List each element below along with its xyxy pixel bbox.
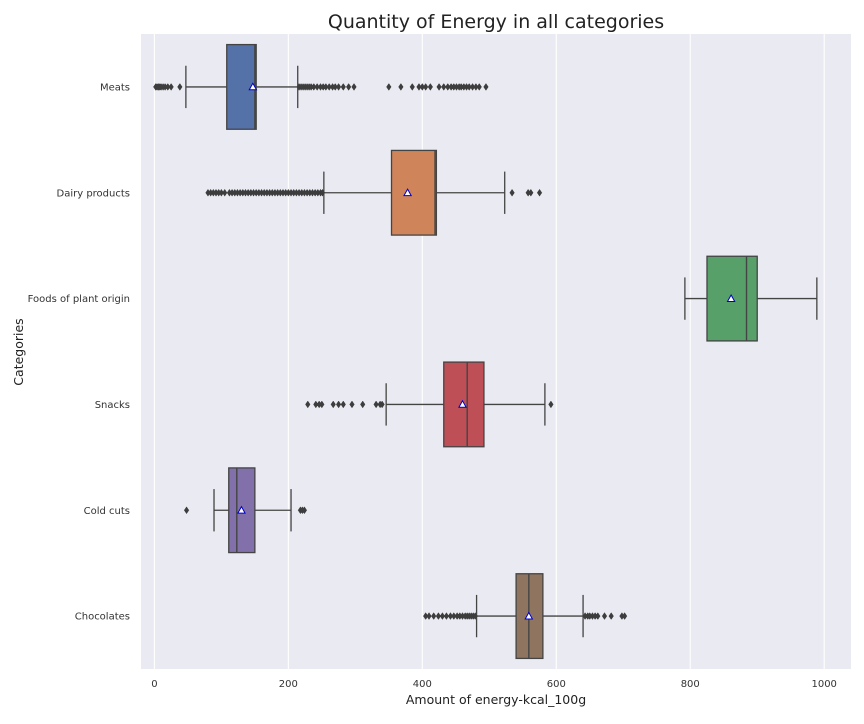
outlier-point [379, 400, 385, 409]
outlier-point [349, 400, 355, 409]
outlier-point [536, 188, 543, 197]
box-series [153, 43, 818, 660]
outlier-point [168, 83, 174, 91]
y-tick-label: Cold cuts [84, 506, 130, 517]
mean-marker [237, 505, 246, 514]
y-axis-label: Categories [11, 318, 26, 385]
outlier-point [439, 612, 446, 620]
mean-marker [524, 611, 534, 620]
outlier-point [340, 400, 346, 409]
outlier-point [601, 612, 608, 620]
outlier-point [301, 506, 308, 515]
outlier-point [330, 400, 336, 409]
outlier-point [476, 83, 482, 91]
outlier-point [622, 612, 628, 620]
outlier-point [427, 83, 433, 91]
y-tick-label: Chocolates [75, 612, 130, 623]
chart-title: Quantity of Energy in all categories [328, 11, 664, 33]
box-group [183, 467, 308, 554]
outlier-point [595, 612, 601, 620]
outlier-point [373, 400, 379, 409]
outlier-point [335, 400, 342, 409]
outlier-point [409, 83, 415, 91]
y-tick-label: Meats [100, 82, 130, 93]
x-tick-label: 600 [547, 679, 566, 690]
outlier-point [319, 188, 326, 197]
grid-lines [153, 34, 825, 669]
outlier-point [340, 83, 346, 91]
outlier-point [548, 400, 554, 409]
outlier-point [509, 188, 515, 197]
x-tick-label: 400 [413, 679, 432, 690]
y-tick-label: Dairy products [57, 188, 131, 199]
outlier-point [426, 612, 432, 620]
outlier-point [351, 83, 357, 91]
box-group [423, 573, 628, 660]
outlier-point [436, 83, 442, 91]
x-tick-label: 200 [279, 679, 298, 690]
outlier-point [528, 188, 534, 197]
mean-marker [458, 399, 467, 408]
outlier-point [335, 83, 342, 91]
box-group [684, 255, 818, 342]
x-tick-label: 0 [151, 679, 157, 690]
outlier-point [398, 83, 404, 91]
outlier-point [431, 612, 437, 620]
outlier-point [441, 83, 447, 91]
outlier-point [305, 400, 311, 409]
outlier-point [423, 83, 429, 91]
y-tick-label: Foods of plant origin [28, 294, 130, 305]
outlier-point [386, 83, 392, 91]
outlier-point [443, 612, 450, 620]
box-group [205, 149, 543, 236]
box-group [153, 43, 489, 130]
x-tick-label: 800 [681, 679, 700, 690]
box [390, 149, 438, 236]
outlier-point [319, 400, 325, 409]
outlier-point [346, 83, 352, 91]
plot-area [141, 34, 851, 669]
outlier-point [483, 83, 489, 91]
box-group [305, 361, 554, 448]
mean-marker [248, 82, 258, 91]
outlier-point [183, 506, 190, 515]
x-axis-label: Amount of energy-kcal_100g [406, 692, 586, 707]
outlier-point [222, 188, 228, 197]
y-tick-label: Snacks [95, 400, 130, 411]
outlier-point [472, 612, 478, 620]
x-tick-label: 1000 [811, 679, 836, 690]
y-tick-labels: Meats Dairy products Foods of plant origin… [28, 82, 130, 622]
outlier-point [608, 612, 614, 620]
x-tick-labels: 0 200 400 600 800 1000 [151, 679, 837, 690]
outlier-point [435, 612, 441, 620]
mean-marker [403, 188, 413, 197]
outlier-point [177, 83, 183, 91]
mean-marker [726, 293, 736, 302]
outlier-point [360, 400, 366, 409]
